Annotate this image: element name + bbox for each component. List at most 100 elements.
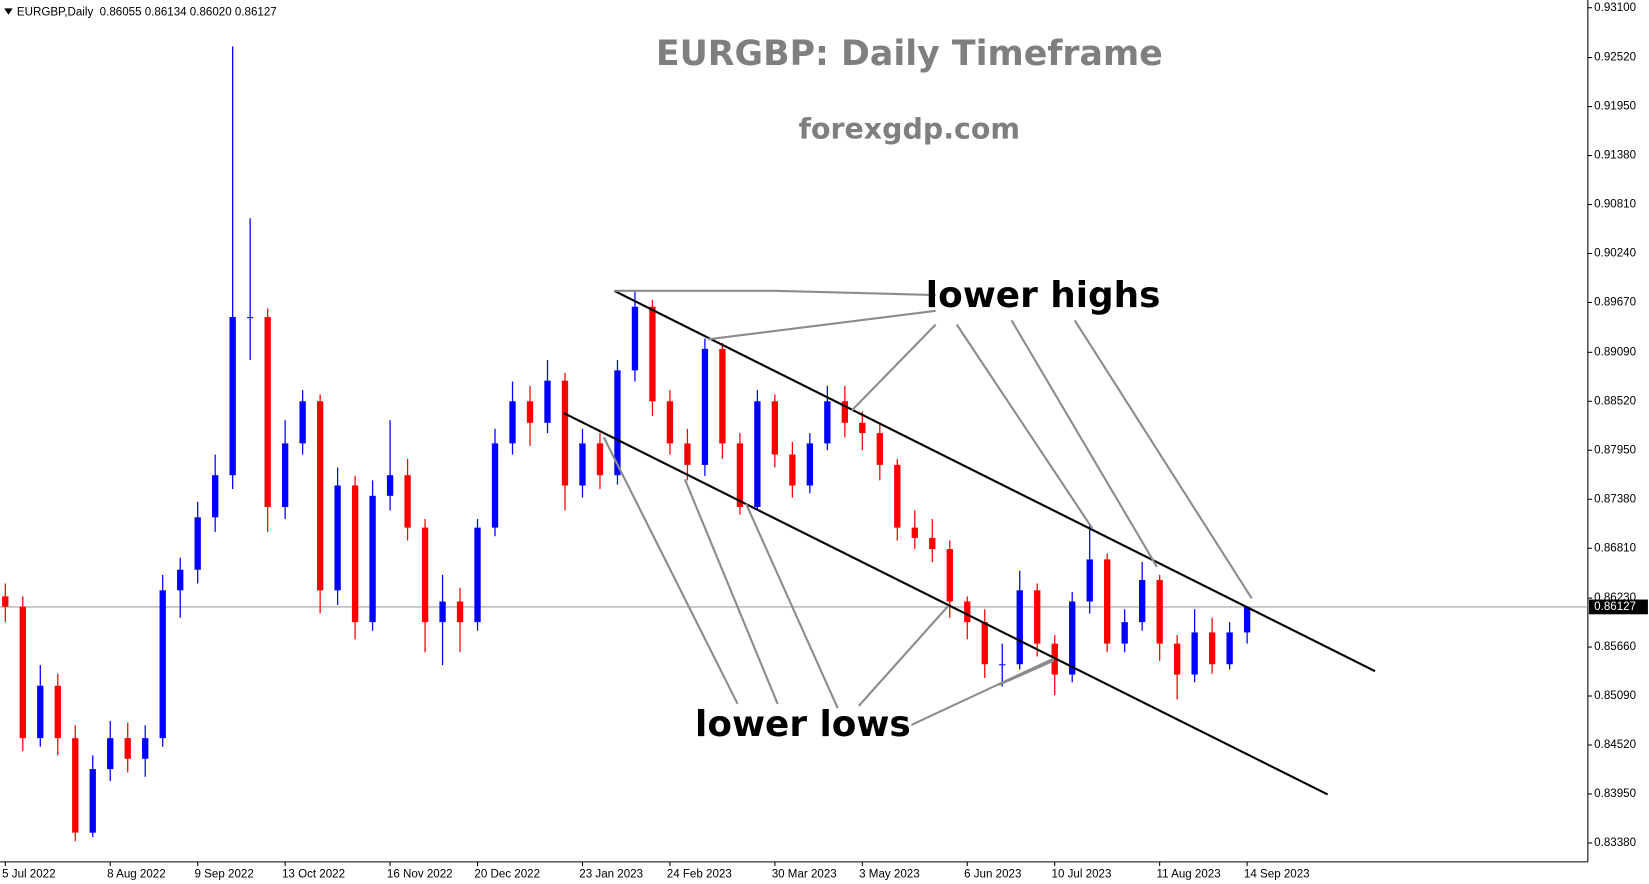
x-tick-label: 5 Jul 2022: [2, 869, 55, 881]
candle-body: [859, 422, 866, 434]
candles: [2, 46, 1251, 842]
candle-body: [666, 401, 674, 444]
y-tick-label: 0.85090: [1594, 690, 1636, 702]
pointer-line: [850, 323, 937, 412]
candle-body: [1139, 580, 1146, 623]
candle-body: [509, 401, 516, 444]
y-tick-label: 0.87380: [1594, 493, 1636, 505]
x-tick-label: 24 Feb 2023: [667, 869, 732, 881]
candle-body: [142, 738, 149, 759]
pointer-line: [857, 605, 950, 707]
pointer-line: [774, 289, 936, 297]
y-tick-label: 0.87950: [1594, 444, 1636, 456]
x-tick-label: 6 Jun 2023: [964, 869, 1021, 881]
symbol-header: EURGBP,Daily 0.86055 0.86134 0.86020 0.8…: [17, 7, 277, 19]
annotation: lower highs: [926, 275, 1161, 316]
candle-body: [719, 348, 726, 444]
candle-body: [946, 549, 953, 602]
candle-body: [107, 738, 114, 770]
pointer-line: [910, 657, 1055, 726]
x-tick-label: 13 Oct 2022: [282, 869, 345, 881]
x-tick-label: 16 Nov 2022: [387, 869, 453, 881]
annotations: lower highs lower lows: [563, 275, 1376, 796]
y-tick-label: 0.90240: [1594, 248, 1636, 260]
candle-body: [1121, 622, 1128, 644]
candle-body: [579, 443, 586, 486]
y-tick-label: 0.91380: [1594, 150, 1636, 162]
candle-body: [999, 664, 1006, 666]
candle-body: [89, 769, 96, 833]
candle-body: [124, 738, 131, 759]
candle-body: [876, 433, 883, 465]
x-tick-label: 30 Mar 2023: [772, 869, 837, 881]
candle-body: [439, 601, 446, 623]
chart-subtitle: forexgdp.com: [799, 113, 1020, 146]
candle-body: [212, 475, 219, 518]
candle-body: [159, 590, 166, 739]
y-tick-label: 0.89670: [1594, 297, 1636, 309]
x-tick-label: 20 Dec 2022: [474, 869, 540, 881]
candle-body: [177, 569, 184, 591]
y-tick-label: 0.83380: [1594, 837, 1636, 849]
candle-body: [54, 685, 61, 739]
y-tick-label: 0.89090: [1594, 346, 1636, 358]
candle-body: [1069, 601, 1076, 675]
candle-body: [281, 443, 289, 507]
candle-body: [824, 401, 831, 444]
candle-body: [771, 401, 779, 455]
candle-body: [929, 537, 936, 550]
candle-body: [474, 527, 481, 623]
pointer-line: [1010, 319, 1158, 568]
y-tick-label: 0.90810: [1594, 199, 1636, 211]
pointer-line: [602, 436, 739, 705]
y-tick-label: 0.84520: [1594, 739, 1636, 751]
candle-body: [316, 401, 324, 591]
y-tick-label: 0.88520: [1594, 395, 1636, 407]
candle-body: [561, 380, 569, 486]
candle-body: [421, 527, 429, 623]
candle-body: [404, 475, 411, 528]
candle-body: [544, 380, 551, 423]
pointer-line: [955, 323, 1094, 530]
current-price-label: 0.86127: [1594, 601, 1636, 613]
candle-body: [299, 401, 306, 444]
candle-body: [334, 485, 341, 591]
candle-body: [631, 306, 639, 371]
candle-body: [841, 401, 848, 423]
candle-body: [1086, 559, 1093, 602]
candle-body: [229, 317, 236, 476]
y-tick-label: 0.86810: [1594, 542, 1636, 554]
candle-body: [1191, 632, 1198, 675]
candle-body: [789, 454, 796, 486]
x-tick-label: 3 May 2023: [859, 869, 920, 881]
menu-arrow[interactable]: [4, 8, 13, 15]
x-tick-label: 8 Aug 2022: [107, 869, 166, 881]
pointer-line: [998, 659, 1055, 686]
y-tick-label: 0.83950: [1594, 788, 1636, 800]
candle-body: [894, 464, 901, 528]
x-tick-label: 9 Sep 2022: [195, 869, 254, 881]
candle-body: [37, 685, 44, 739]
candle-body: [736, 443, 744, 507]
candle-body: [194, 517, 201, 570]
candle-body: [2, 596, 9, 607]
candle-body: [386, 475, 394, 496]
candle-body: [1104, 559, 1111, 644]
y-tick-label: 0.85660: [1594, 641, 1636, 653]
candle-body: [981, 622, 988, 665]
chart-title: EURGBP: Daily Timeframe: [656, 34, 1163, 74]
candle-body: [1226, 632, 1233, 665]
y-tick-label: 0.91950: [1594, 101, 1636, 113]
x-tick-label: 14 Sep 2023: [1244, 869, 1310, 881]
candle-body: [1173, 643, 1181, 675]
current-price-box: [1588, 599, 1648, 615]
x-tick-label: 10 Jul 2023: [1052, 869, 1112, 881]
candle-body: [806, 443, 814, 486]
upper-channel-line: [613, 289, 1376, 673]
candle-body: [351, 485, 359, 623]
candle-body: [596, 443, 604, 476]
y-tick-label: 0.92520: [1594, 52, 1636, 64]
pointer-line: [745, 503, 839, 709]
